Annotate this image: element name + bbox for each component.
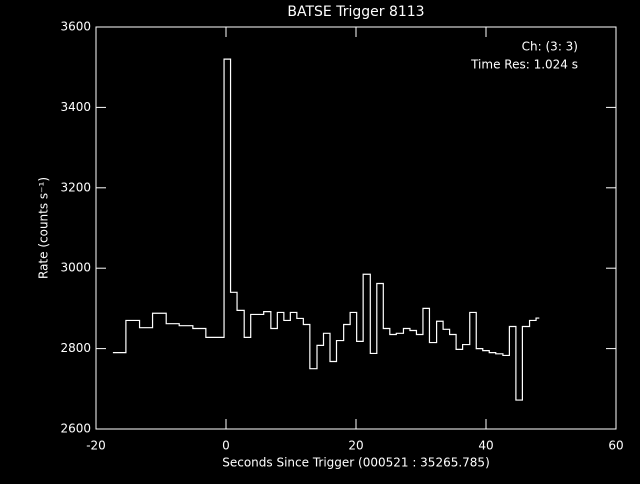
x-tick-label: 20 (348, 439, 363, 453)
x-tick-label: 60 (608, 439, 623, 453)
chart-title: BATSE Trigger 8113 (287, 4, 424, 20)
y-tick-label: 3400 (60, 100, 91, 114)
x-tick-label: -20 (86, 439, 106, 453)
y-axis-label: Rate (counts s⁻¹) (37, 177, 51, 279)
annotation: Ch: (3: 3) (522, 40, 578, 54)
y-tick-label: 3200 (60, 180, 91, 194)
y-tick-label: 2800 (60, 341, 91, 355)
x-tick-label: 40 (478, 439, 493, 453)
y-tick-label: 3000 (60, 261, 91, 275)
annotation: Time Res: 1.024 s (470, 58, 578, 72)
x-axis-label: Seconds Since Trigger (000521 : 35265.78… (222, 456, 490, 470)
x-tick-label: 0 (222, 439, 230, 453)
light-curve (112, 58, 540, 401)
y-tick-label: 3600 (60, 20, 91, 34)
y-tick-label: 2600 (60, 422, 91, 436)
